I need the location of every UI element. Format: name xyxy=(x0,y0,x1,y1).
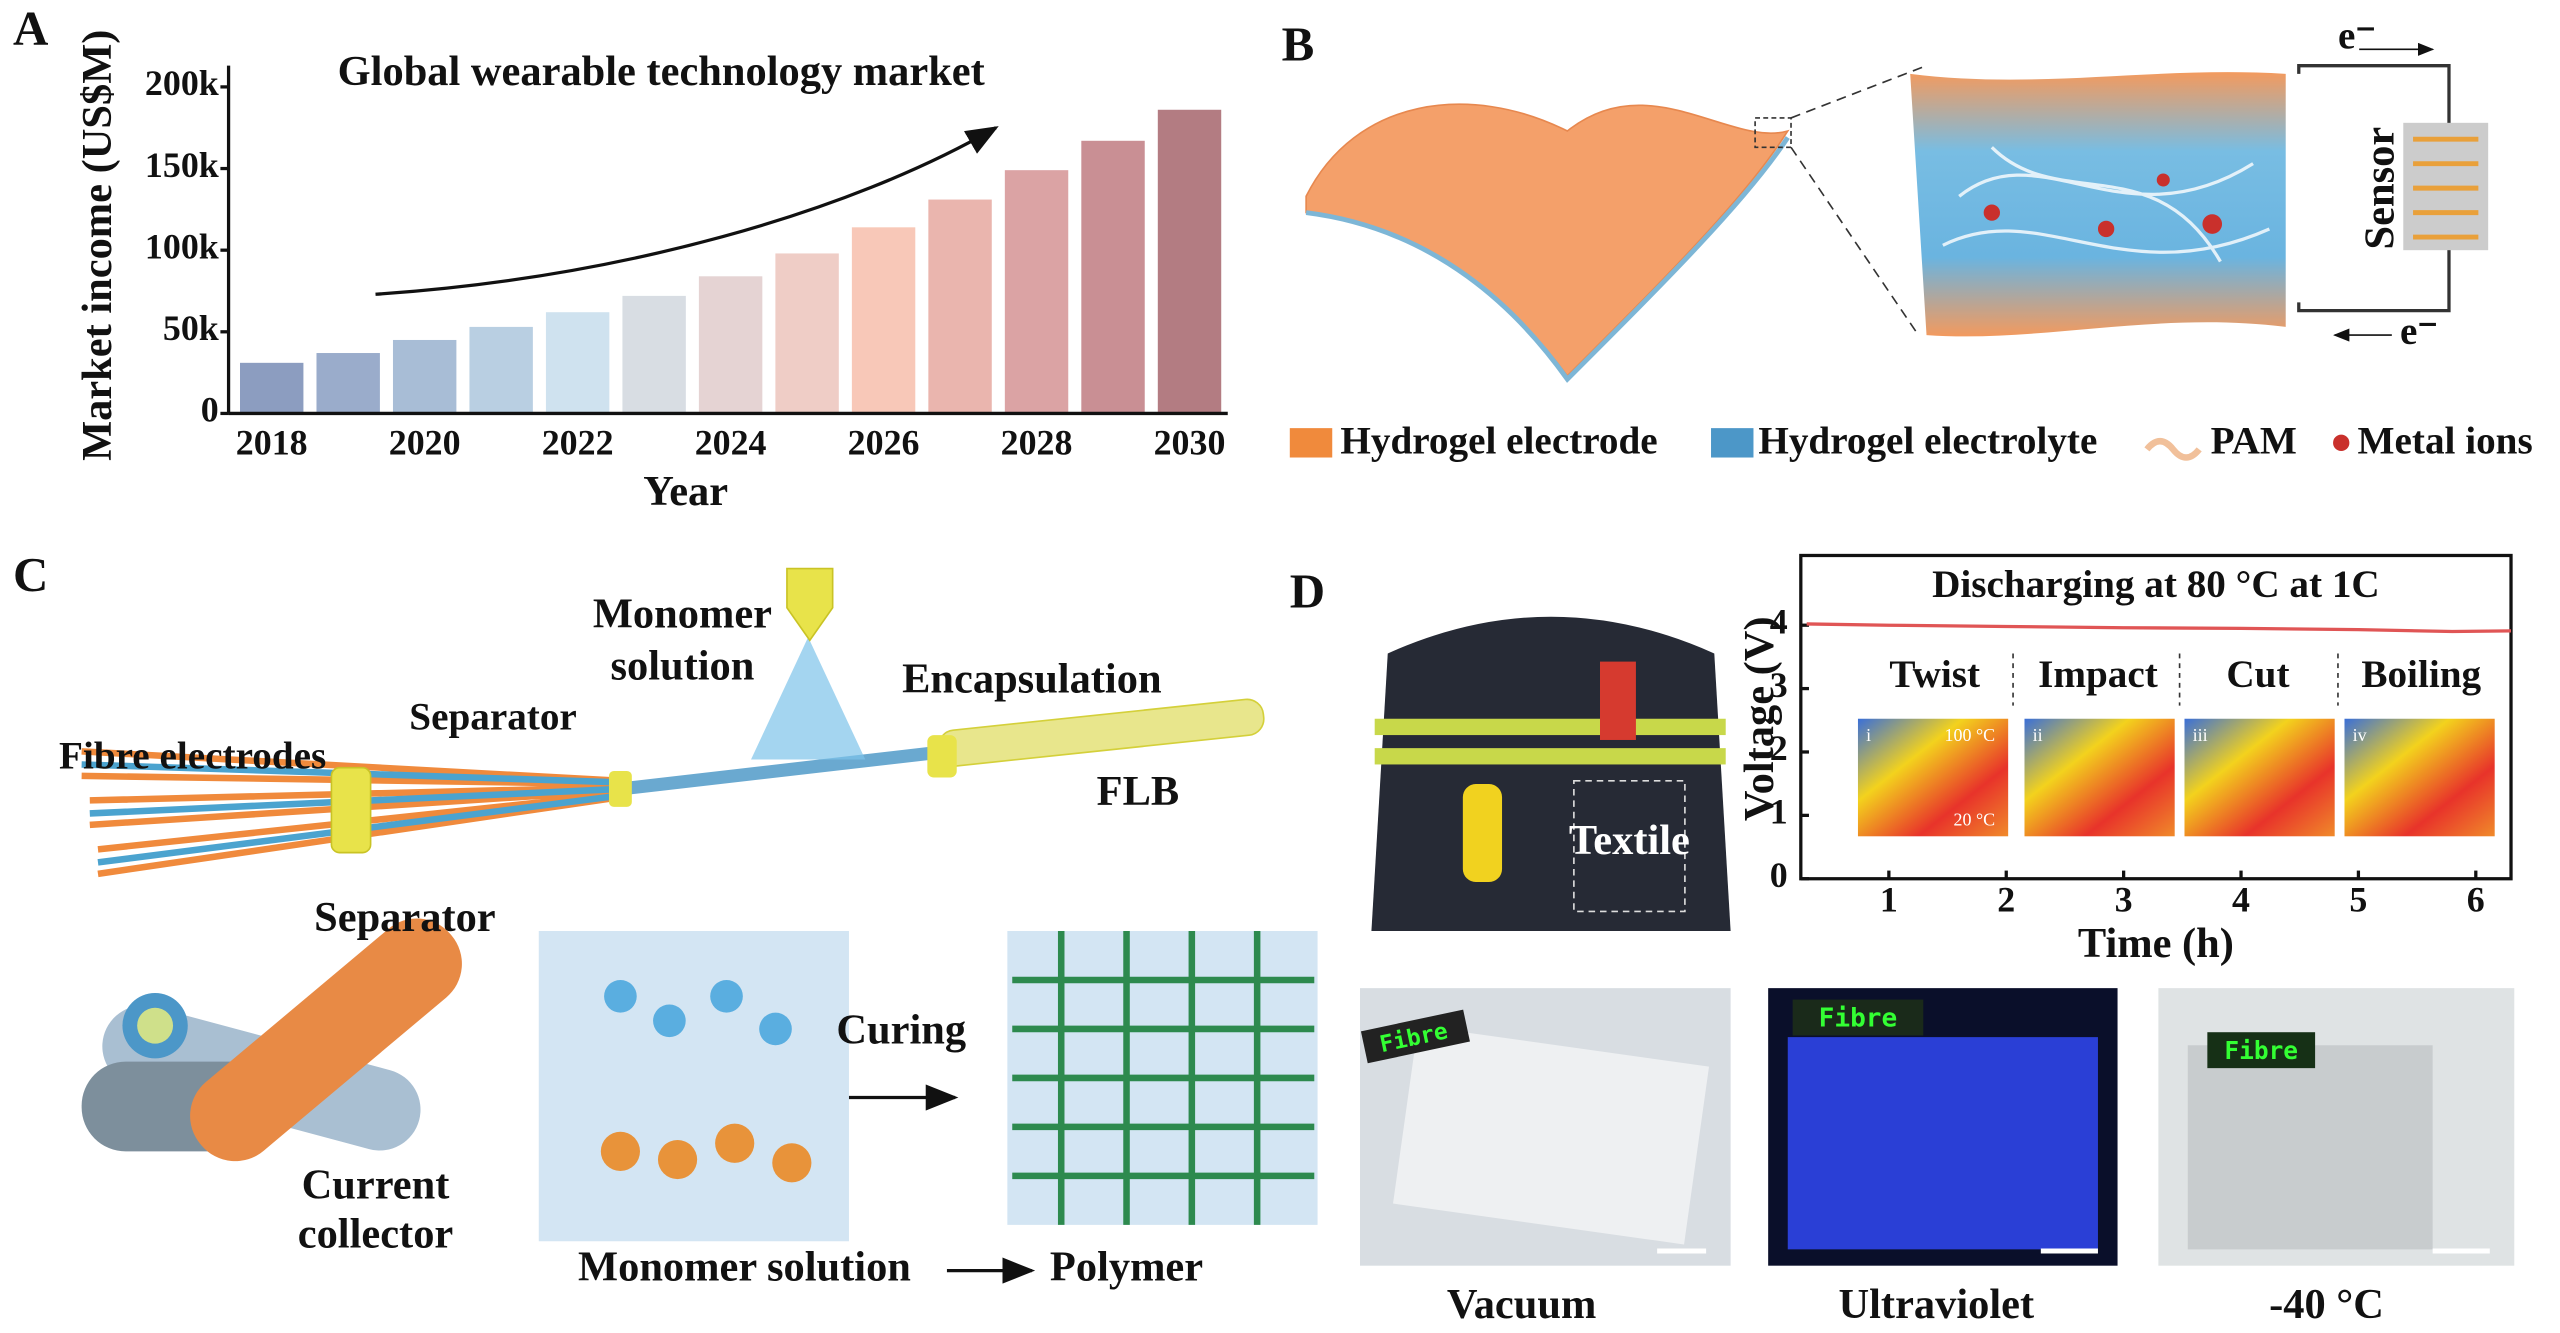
hydrogel-illustration xyxy=(1289,42,2489,461)
bar xyxy=(622,295,686,414)
panel-label: C xyxy=(13,547,48,602)
y-tick-label: 50k xyxy=(163,308,219,348)
thermal-image xyxy=(1857,718,2009,837)
bar xyxy=(851,227,916,414)
data-line xyxy=(1806,622,2512,634)
bar xyxy=(928,199,992,414)
led-text: Fibre xyxy=(2224,1036,2298,1065)
plot-frame xyxy=(1799,553,2513,881)
bar xyxy=(1157,109,1222,414)
x-tick-label: 2020 xyxy=(389,422,461,462)
thermal-label: iii xyxy=(2193,725,2208,745)
label: Monomer xyxy=(593,590,772,637)
label: FLB xyxy=(1097,768,1180,815)
x-tick-label: 1 xyxy=(1880,879,1898,919)
y-tick-label: 2 xyxy=(1770,728,1788,768)
x-axis-label: Year xyxy=(643,468,728,515)
label: Encapsulation xyxy=(902,656,1161,703)
photo-caption: Ultraviolet xyxy=(1839,1281,2035,1328)
y-tick-label: 0 xyxy=(201,390,219,430)
chart-title: Global wearable technology market xyxy=(338,48,985,95)
label: Curing xyxy=(836,1007,966,1054)
panel-label: A xyxy=(13,0,48,55)
label: solution xyxy=(611,642,755,689)
thermal-label: ii xyxy=(2033,725,2043,745)
y-axis-label: Voltage (V) xyxy=(1736,616,1783,821)
legend-label: Metal ions xyxy=(2358,419,2533,462)
electron-label: e⁻ xyxy=(2400,310,2438,353)
y-tick-label: 4 xyxy=(1770,601,1788,641)
bar xyxy=(240,362,304,414)
sensor-label: Sensor xyxy=(2356,127,2403,250)
bar xyxy=(698,276,763,414)
bar xyxy=(775,253,839,414)
thermal-image xyxy=(2024,718,2175,837)
temperature-label: 20 °C xyxy=(1954,810,1996,830)
photo-caption: -40 °C xyxy=(2269,1281,2384,1328)
panel-label: D xyxy=(1290,564,1325,619)
x-tick-label: 6 xyxy=(2467,879,2485,919)
x-tick-label: 4 xyxy=(2232,879,2250,919)
legend-label: PAM xyxy=(2211,419,2297,462)
annotation: Cut xyxy=(2226,653,2289,696)
annotation: Twist xyxy=(1889,653,1980,696)
legend-label: Hydrogel electrolyte xyxy=(1758,419,2097,462)
thermal-image xyxy=(2344,718,2495,837)
label: Polymer xyxy=(1050,1243,1203,1290)
y-tick-label: 100k xyxy=(145,226,219,266)
bar xyxy=(1004,170,1069,414)
thermal-label: iv xyxy=(2353,725,2367,745)
legend-label: Hydrogel electrode xyxy=(1340,419,1657,462)
x-tick-label: 2018 xyxy=(236,422,308,462)
temperature-label: 100 °C xyxy=(1945,725,1996,745)
label: collector xyxy=(298,1211,453,1258)
label: Fibre electrodes xyxy=(59,735,326,778)
x-tick-label: 2 xyxy=(1997,879,2015,919)
bar xyxy=(469,326,533,414)
thermal-image xyxy=(2184,718,2335,837)
x-tick-label: 5 xyxy=(2349,879,2367,919)
annotation: Impact xyxy=(2038,653,2158,696)
y-tick-label: 1 xyxy=(1770,792,1788,832)
annotation: Boiling xyxy=(2361,653,2481,696)
bar xyxy=(316,353,380,414)
chart-title: Discharging at 80 °C at 1C xyxy=(1932,563,2380,606)
label: Current xyxy=(302,1162,450,1209)
x-tick-label: 3 xyxy=(2115,879,2133,919)
label: Separator xyxy=(409,695,577,738)
bar xyxy=(1081,140,1145,414)
x-tick-label: 2022 xyxy=(542,422,614,462)
y-tick-label: 0 xyxy=(1770,855,1788,895)
photos xyxy=(1360,568,2515,1266)
panel-label: B xyxy=(1282,17,1315,72)
bar xyxy=(392,339,457,414)
led-text: Fibre xyxy=(1819,1004,1898,1034)
y-axis-label: Market income (US$M) xyxy=(74,30,121,461)
label: Monomer solution xyxy=(578,1243,911,1290)
fibre-illustration xyxy=(81,567,1318,1284)
x-tick-label: 2026 xyxy=(848,422,920,462)
y-tick-label: 3 xyxy=(1770,665,1788,705)
x-tick-label: 2030 xyxy=(1154,422,1226,462)
thermal-label: i xyxy=(1866,725,1871,745)
bar xyxy=(545,312,610,414)
photo-caption: Vacuum xyxy=(1447,1281,1596,1328)
x-axis-label: Time (h) xyxy=(2078,920,2234,967)
x-tick-label: 2028 xyxy=(1001,422,1073,462)
trend-arrow xyxy=(375,126,999,296)
x-tick-label: 2024 xyxy=(695,422,767,462)
y-tick-label: 150k xyxy=(145,145,219,185)
electron-label: e⁻ xyxy=(2338,15,2376,58)
textile-label: Textile xyxy=(1569,817,1690,864)
label: Separator xyxy=(314,894,496,941)
y-tick-label: 200k xyxy=(145,63,219,103)
